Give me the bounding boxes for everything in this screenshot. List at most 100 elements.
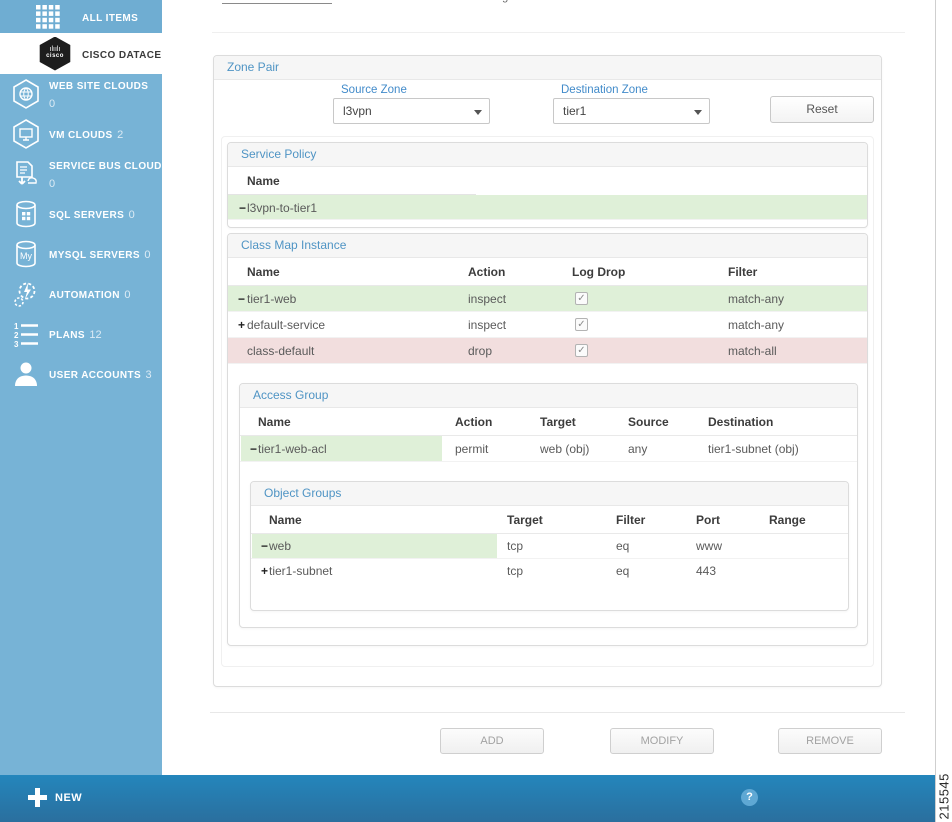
object-group-filter: eq — [616, 539, 630, 553]
new-button[interactable]: NEW — [28, 788, 82, 807]
log-drop-checkbox[interactable]: ✓ — [575, 292, 588, 305]
sidebar-item-label: USER ACCOUNTS — [49, 370, 142, 381]
sidebar-item-cisco-datacenter[interactable]: ılıılı cisco CISCO DATACENTER NETW.. — [0, 33, 230, 74]
class-map-row[interactable]: + default-service inspect ✓ match-any — [228, 312, 867, 338]
source-zone-value: l3vpn — [343, 104, 372, 118]
access-group-name: tier1-web-acl — [258, 442, 327, 456]
sidebar-item-mysql-servers[interactable]: My MYSQL SERVERS 0 — [0, 234, 162, 274]
top-divider — [212, 32, 905, 33]
log-drop-checkbox[interactable]: ✓ — [575, 318, 588, 331]
svg-text:2: 2 — [14, 331, 19, 340]
automation-icon — [12, 279, 40, 309]
column-header-log-drop: Log Drop — [572, 265, 626, 279]
sidebar: ALL ITEMS ılıılı cisco CISCO DATACENTER … — [0, 0, 230, 775]
svg-text:1: 1 — [14, 322, 19, 331]
page-right-border — [935, 0, 936, 822]
column-header-filter: Filter — [728, 265, 758, 279]
object-group-name: tier1-subnet — [269, 564, 333, 578]
expand-icon[interactable]: + — [261, 564, 269, 578]
sidebar-item-count: 0 — [128, 209, 135, 221]
class-map-header-row: Name Action Log Drop Filter — [228, 258, 867, 286]
object-group-row[interactable]: − web tcp eq www — [251, 534, 848, 559]
column-header-filter: Filter — [616, 513, 646, 527]
reset-button[interactable]: Reset — [770, 96, 874, 123]
column-header-name: Name — [247, 174, 280, 188]
clipped-text-fragment-right: source/right Zone — [460, 0, 565, 6]
expand-icon[interactable]: + — [238, 318, 246, 332]
sidebar-item-count: 3 — [145, 369, 152, 381]
modify-button[interactable]: MODIFY — [610, 728, 714, 754]
sidebar-item-vm-clouds[interactable]: VM CLOUDS 2 — [0, 114, 162, 154]
collapse-icon[interactable]: − — [261, 539, 269, 553]
help-button[interactable]: ? — [741, 789, 758, 806]
header-underline — [228, 194, 476, 195]
user-accounts-icon — [12, 359, 40, 389]
sidebar-item-all-items[interactable]: ALL ITEMS — [0, 0, 162, 33]
sidebar-item-label: AUTOMATION — [49, 290, 120, 301]
sidebar-item-count: 0 — [49, 178, 56, 190]
sidebar-item-web-site-clouds[interactable]: WEB SITE CLOUDS 0 — [0, 74, 162, 114]
zone-pair-panel: Zone Pair Source Zone l3vpn Destination … — [213, 55, 882, 687]
access-group-panel: Access Group Name Action Target Source D… — [239, 383, 858, 628]
class-map-row[interactable]: − tier1-web inspect ✓ match-any — [228, 286, 867, 312]
svg-text:3: 3 — [14, 340, 19, 349]
add-button[interactable]: ADD — [440, 728, 544, 754]
access-group-title[interactable]: Access Group — [240, 384, 857, 408]
sidebar-item-plans[interactable]: 1 2 3 PLANS 12 — [0, 314, 162, 354]
log-drop-checkbox[interactable]: ✓ — [575, 344, 588, 357]
access-group-action: permit — [455, 442, 489, 456]
access-group-source: any — [628, 442, 648, 456]
object-group-row[interactable]: + tier1-subnet tcp eq 443 — [251, 559, 848, 584]
object-groups-title[interactable]: Object Groups — [251, 482, 848, 506]
column-header-name: Name — [247, 265, 280, 279]
class-map-filter: match-all — [728, 344, 777, 358]
column-header-port: Port — [696, 513, 720, 527]
figure-number: 215545 — [936, 773, 952, 820]
destination-zone-select[interactable]: tier1 — [553, 98, 710, 124]
access-group-row[interactable]: − tier1-web-acl permit web (obj) any tie… — [240, 436, 857, 462]
svg-text:My: My — [20, 251, 32, 261]
object-group-name: web — [269, 539, 292, 553]
source-zone-select[interactable]: l3vpn — [333, 98, 490, 124]
collapse-icon[interactable]: − — [250, 442, 258, 456]
class-map-action: inspect — [468, 318, 507, 332]
chevron-down-icon — [694, 110, 702, 115]
service-policy-row[interactable]: − l3vpn-to-tier1 — [228, 195, 867, 220]
new-button-label: NEW — [55, 791, 83, 804]
sidebar-item-automation[interactable]: AUTOMATION 0 — [0, 274, 162, 314]
destination-zone-value: tier1 — [563, 104, 587, 118]
sidebar-item-service-bus-clouds[interactable]: SERVICE BUS CLOUDS 0 — [0, 154, 168, 194]
selected-name-highlight — [241, 436, 442, 461]
zone-pair-title[interactable]: Zone Pair — [214, 56, 881, 80]
class-map-row[interactable]: class-default drop ✓ match-all — [228, 338, 867, 364]
class-map-filter: match-any — [728, 292, 785, 306]
remove-button[interactable]: REMOVE — [778, 728, 882, 754]
collapse-icon[interactable]: − — [238, 292, 246, 306]
object-group-target: tcp — [507, 564, 524, 578]
column-header-name: Name — [258, 415, 291, 429]
sidebar-item-label: PLANS — [49, 330, 85, 341]
bottom-command-bar: NEW ? — [0, 775, 935, 822]
web-site-clouds-icon — [12, 79, 40, 109]
service-policy-name: l3vpn-to-tier1 — [247, 201, 318, 215]
class-map-title[interactable]: Class Map Instance — [228, 234, 867, 258]
sidebar-item-label: MYSQL SERVERS — [49, 250, 140, 261]
class-map-name: tier1-web — [247, 292, 297, 306]
service-policy-title[interactable]: Service Policy — [228, 143, 867, 167]
column-header-target: Target — [540, 415, 576, 429]
collapse-icon[interactable]: − — [239, 201, 247, 215]
sidebar-item-label: SQL SERVERS — [49, 210, 125, 221]
sidebar-item-user-accounts[interactable]: USER ACCOUNTS 3 — [0, 354, 162, 394]
sidebar-item-count: 12 — [89, 329, 102, 341]
sidebar-item-sql-servers[interactable]: SQL SERVERS 0 — [0, 194, 162, 234]
service-policy-header-row: Name — [228, 167, 867, 195]
column-header-name: Name — [269, 513, 302, 527]
sidebar-item-label: WEB SITE CLOUDS — [49, 81, 149, 92]
class-map-name: class-default — [247, 344, 315, 358]
object-group-port: www — [696, 539, 722, 553]
sidebar-item-label: ALL ITEMS — [82, 12, 139, 24]
column-header-source: Source — [628, 415, 669, 429]
sidebar-item-count: 0 — [144, 249, 151, 261]
sidebar-item-count: 0 — [124, 289, 131, 301]
